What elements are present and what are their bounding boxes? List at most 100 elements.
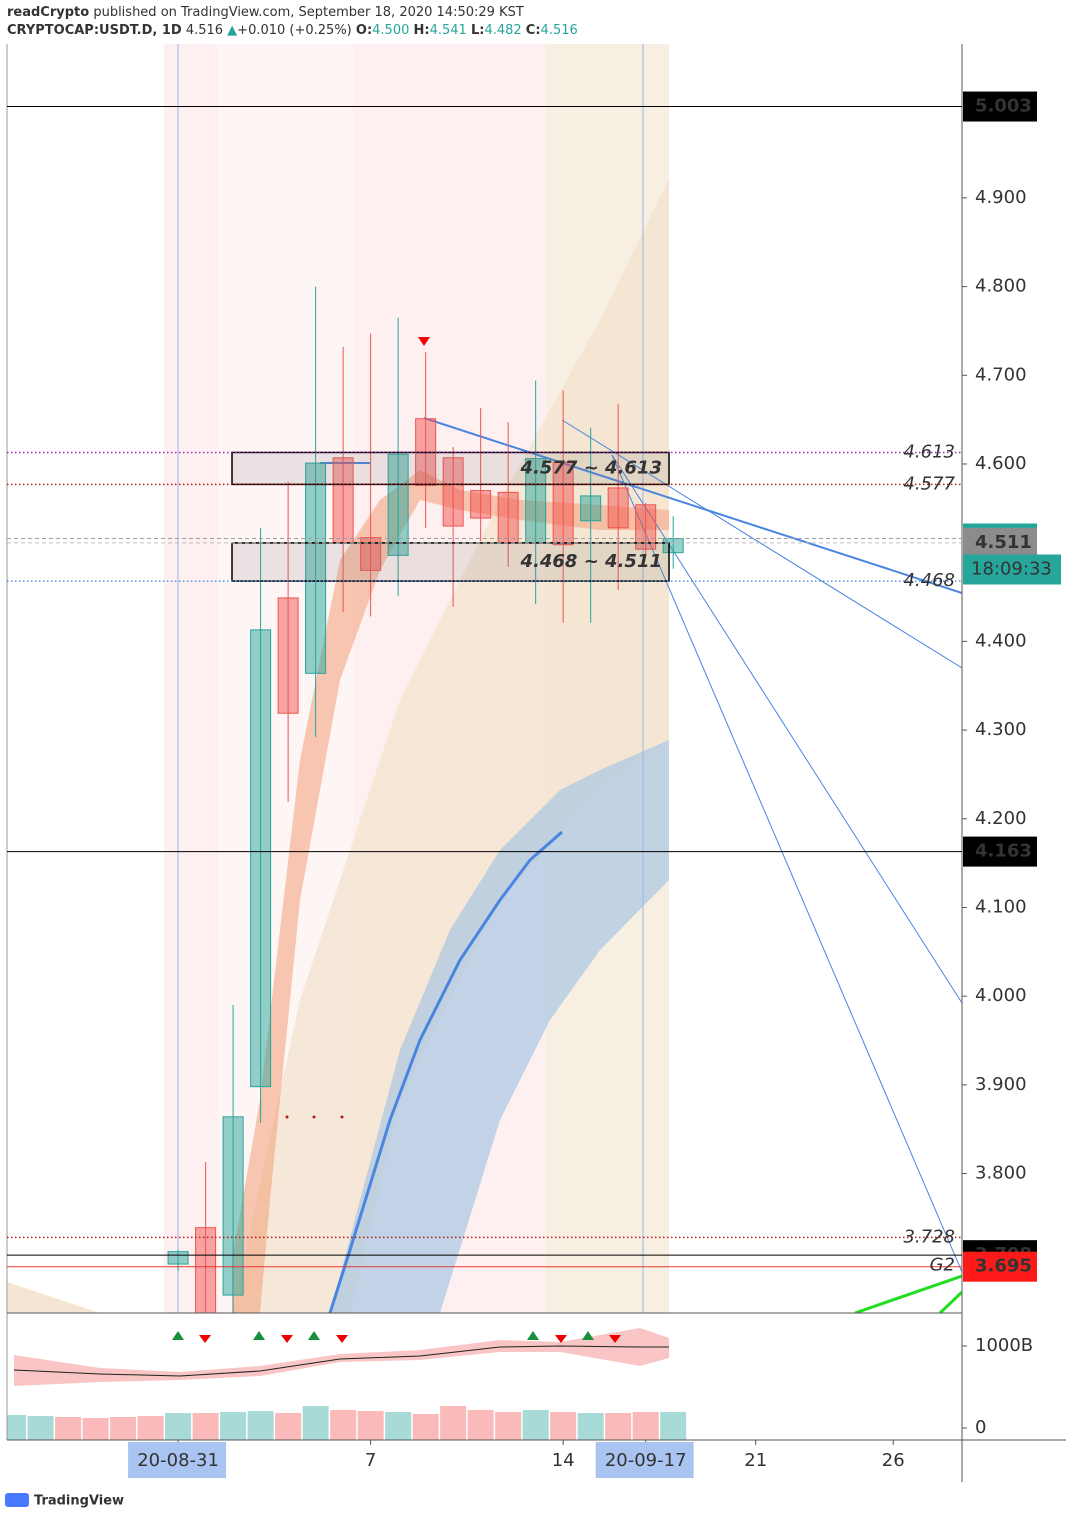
c-key: C: [526,23,541,38]
volume-tick-label: 1000B [975,1335,1033,1356]
volume-bar [412,1413,439,1440]
arrow: ▲ [227,23,237,38]
y-tick-label: 4.100 [975,896,1027,917]
price-tag [963,1251,1037,1282]
volume-bar [632,1412,659,1440]
band [7,1282,100,1313]
volume-bar [55,1417,82,1440]
l-key: L: [471,23,484,38]
volume-bar [82,1417,109,1440]
volume-bar [302,1406,329,1440]
logo [5,1493,29,1507]
volume [7,1406,687,1440]
volume-bar [137,1416,164,1440]
zone-box [231,451,670,486]
x-tick-highlight [595,1442,694,1478]
volume-bar [440,1406,467,1440]
signal-marker [418,337,430,346]
price-tag-label: 4.511 [975,532,1032,553]
volume-bar [660,1412,687,1440]
price-tag [963,836,1037,867]
x-tick-highlight [128,1442,227,1478]
o-val: 4.500 [372,23,409,38]
l-val: 4.482 [484,23,521,38]
volume-bar [7,1414,27,1440]
volume-bar [330,1409,357,1440]
y-tick-label: 3.800 [975,1163,1027,1184]
price-tag [963,527,1037,558]
volume-bar [357,1411,384,1440]
volume-bar [165,1412,192,1440]
candle-body [387,453,409,556]
candle-body [552,461,574,546]
header-line: readCrypto published on TradingView.com,… [7,5,524,20]
axes: 4.900 4.800 4.700 4.600 4.400 4.300 4.200 4.100… [7,91,1061,1478]
y-tick-label: 4.300 [975,719,1027,740]
volume-bar [577,1412,604,1440]
volume-bar [605,1412,632,1440]
volume-bar [522,1409,549,1440]
author: readCrypto [7,5,89,20]
y-tick-label: 4.600 [975,453,1027,474]
footer-brand: TradingView [34,1494,124,1509]
volume-bar [385,1412,412,1440]
volume-tick-label: 0 [975,1417,986,1438]
indicator-band [14,1328,669,1386]
volume-bar [550,1412,577,1440]
countdown-tag [963,554,1061,585]
candle-body [607,487,629,529]
zone-label: 4.468 ~ 4.511 [520,551,663,572]
level-label: 4.577 [903,473,955,494]
candle-body [250,629,272,1088]
volume-bar [467,1409,494,1440]
level-label: 4.613 [903,441,955,462]
price-tag-label: 5.003 [975,96,1032,117]
candle-body [195,1227,217,1313]
h-val: 4.541 [430,23,467,38]
candle-body [360,537,382,571]
x-tick-label: 7 [365,1450,376,1471]
level-label: 3.728 [903,1226,955,1247]
last: 4.516 [186,23,223,38]
x-tick-label: 14 [552,1450,575,1471]
x-tick-label: 20-08-31 [137,1450,219,1471]
y-tick-label: 4.200 [975,808,1027,829]
symbol-line: CRYPTOCAP:USDT.D, 1D 4.516 ▲+0.010 (+0.2… [7,23,578,38]
price-tag-label: 4.163 [975,841,1032,862]
price-tag [963,91,1037,122]
dot [340,1115,344,1119]
trend-curve [328,830,563,1313]
y-tick-label: 3.900 [975,1074,1027,1095]
trend-line [423,417,962,594]
y-tick-label: 4.400 [975,630,1027,651]
candle-body [470,490,492,519]
volume-bar [192,1412,219,1440]
zone-box [231,542,670,582]
indicator [13,1328,669,1386]
byline: published on TradingView.com, September … [93,5,524,20]
candle-body [442,457,464,527]
band [330,740,669,1313]
y-tick-label: 4.000 [975,985,1027,1006]
x-tick-label: 21 [744,1450,767,1471]
zone-label: 4.577 ~ 4.613 [520,457,663,478]
candles [167,286,684,1313]
candle-body [497,491,519,544]
dot [312,1115,316,1119]
y-tick-label: 4.700 [975,364,1027,385]
volume-bar [110,1417,137,1440]
x-tick-label: 26 [882,1450,905,1471]
green-line [854,1274,962,1313]
trend-line [611,454,962,1273]
symbol: CRYPTOCAP:USDT.D, 1D [7,23,182,38]
change: +0.010 (+0.25%) [237,23,352,38]
indicator-line [13,1345,669,1377]
candle-body [305,462,327,674]
line-name: G2 [930,1255,955,1276]
x-tick-label: 20-09-17 [605,1450,687,1471]
y-tick-label: 4.800 [975,276,1027,297]
candle-body [580,495,602,522]
candle-body [222,1116,244,1296]
trend-line [561,419,962,669]
volume-bar [275,1412,302,1440]
